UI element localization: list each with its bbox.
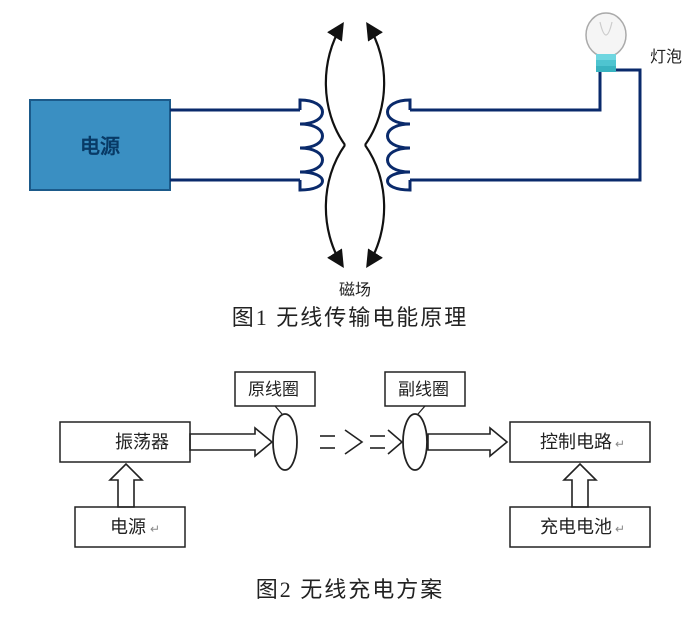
secondary-label: 副线圈 <box>398 380 449 399</box>
primary-leader <box>275 406 282 414</box>
right-coil <box>388 100 411 190</box>
secondary-coil-icon <box>403 414 427 470</box>
primary-coil-icon <box>273 414 297 470</box>
bulb-icon <box>586 13 626 72</box>
tail-marker2: ↵ <box>150 522 160 536</box>
tail-marker3: ↵ <box>615 437 625 451</box>
right-wires <box>410 70 640 180</box>
field-label: 磁场 <box>339 281 371 299</box>
tail-marker4: ↵ <box>615 522 625 536</box>
power-label: 电源 <box>110 517 146 537</box>
control-label: 控制电路 <box>540 432 612 452</box>
fig2-svg: 振荡器 ↵ 电源 ↵ 原线圈 副线圈 控制电路 ↵ 充电电池 ↵ <box>0 352 700 572</box>
tail-marker: ↵ <box>155 437 165 451</box>
left-wires <box>170 110 300 180</box>
fig2-caption: 图2 无线充电方案 <box>0 572 700 604</box>
fig1-svg: 电源 灯泡 磁场 <box>0 0 700 300</box>
battery-label: 充电电池 <box>540 517 612 537</box>
left-coil <box>300 100 323 190</box>
wireless-link <box>320 430 402 454</box>
power-source-label: 电源 <box>80 135 120 158</box>
fig1-caption: 图1 无线传输电能原理 <box>0 300 700 332</box>
secondary-leader <box>418 406 425 414</box>
bulb-label: 灯泡 <box>650 48 682 66</box>
magnetic-field-lines <box>326 25 384 265</box>
primary-label: 原线圈 <box>248 380 299 399</box>
